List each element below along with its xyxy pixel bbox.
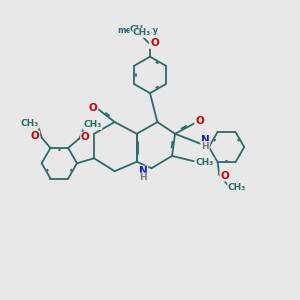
Text: methoxy: methoxy — [118, 26, 159, 35]
Text: O: O — [220, 171, 229, 181]
Text: O: O — [149, 38, 158, 48]
Text: O: O — [195, 116, 204, 126]
Text: O: O — [31, 131, 40, 142]
Text: N: N — [201, 135, 210, 145]
Text: H: H — [202, 142, 209, 151]
Text: CH₃: CH₃ — [196, 158, 214, 166]
Text: O: O — [151, 38, 160, 47]
Text: CH₃: CH₃ — [83, 121, 102, 130]
Text: O: O — [81, 132, 90, 142]
Text: H: H — [140, 173, 147, 182]
Text: O: O — [89, 103, 98, 113]
Text: CH₃: CH₃ — [21, 119, 39, 128]
Text: N: N — [139, 166, 148, 176]
Text: CH₃: CH₃ — [228, 183, 246, 192]
Text: CH₃: CH₃ — [133, 28, 151, 37]
Text: CH₃: CH₃ — [130, 25, 148, 34]
